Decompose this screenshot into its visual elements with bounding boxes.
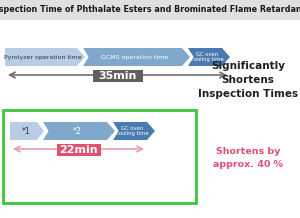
Bar bbox=[92, 70, 142, 82]
Polygon shape bbox=[83, 48, 190, 66]
Text: GCMS operation time: GCMS operation time bbox=[101, 54, 168, 60]
Text: Shortens by
approx. 40 %: Shortens by approx. 40 % bbox=[213, 147, 283, 169]
Text: 22min: 22min bbox=[59, 145, 98, 155]
Text: GC oven
cooling time: GC oven cooling time bbox=[191, 52, 223, 62]
Bar bbox=[3, 110, 196, 203]
Polygon shape bbox=[188, 48, 230, 66]
Text: Pyrolyzer operation time: Pyrolyzer operation time bbox=[4, 54, 82, 60]
Text: *2: *2 bbox=[73, 126, 81, 136]
Polygon shape bbox=[43, 122, 115, 140]
Text: Significantly
Shortens
Inspection Times: Significantly Shortens Inspection Times bbox=[198, 61, 298, 99]
Polygon shape bbox=[5, 48, 85, 66]
Bar bbox=[0, 0, 300, 20]
Bar bbox=[56, 144, 100, 156]
Text: 35min: 35min bbox=[98, 71, 137, 81]
Text: Inspection Time of Phthalate Esters and Brominated Flame Retardants: Inspection Time of Phthalate Esters and … bbox=[0, 5, 300, 15]
Text: GC oven
cooling time: GC oven cooling time bbox=[116, 126, 148, 136]
Polygon shape bbox=[113, 122, 155, 140]
Polygon shape bbox=[10, 122, 44, 140]
Text: *1: *1 bbox=[22, 126, 30, 136]
